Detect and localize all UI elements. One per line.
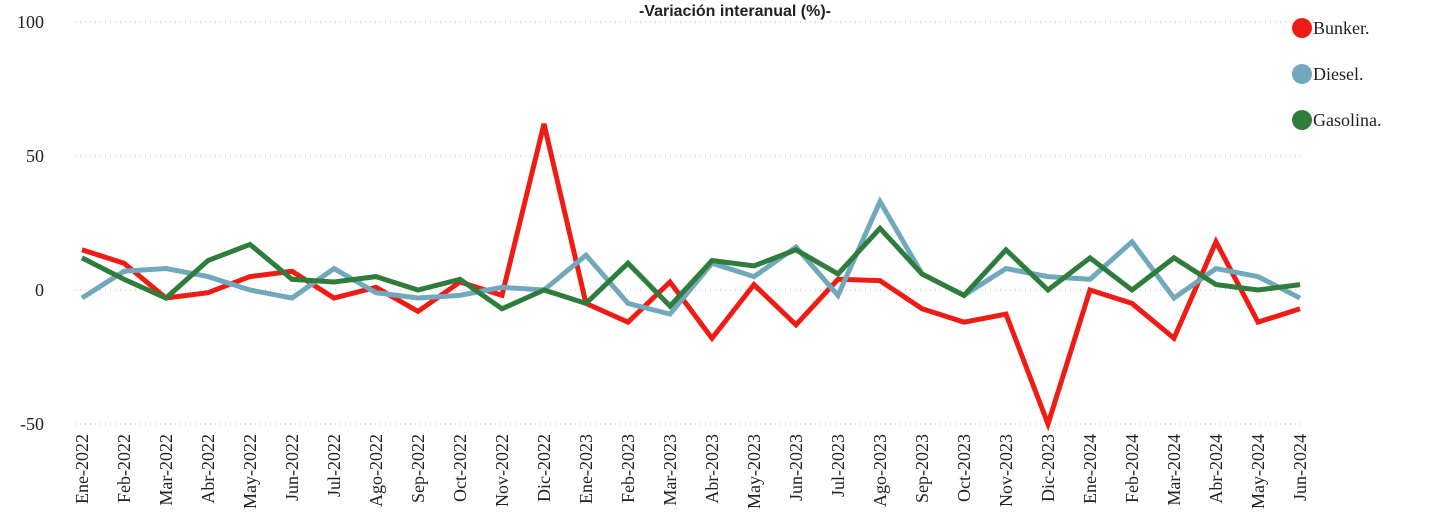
x-tick-label: Dic-2022 bbox=[534, 434, 554, 502]
x-tick-label: Nov-2023 bbox=[996, 434, 1016, 507]
x-tick-label: May-2024 bbox=[1248, 434, 1268, 509]
x-tick-label: Oct-2023 bbox=[954, 434, 974, 502]
x-tick-label: Jun-2024 bbox=[1290, 434, 1310, 501]
legend-marker bbox=[1292, 110, 1312, 130]
chart-title: -Variación interanual (%)- bbox=[639, 3, 831, 20]
x-tick-label: Ago-2023 bbox=[870, 434, 890, 507]
x-tick-label: Ago-2022 bbox=[366, 434, 386, 507]
x-tick-label: Oct-2022 bbox=[450, 434, 470, 502]
line bbox=[81, 123, 1301, 432]
x-tick-label: Jun-2022 bbox=[282, 434, 302, 501]
x-tick-label: May-2022 bbox=[240, 434, 260, 509]
line bbox=[80, 196, 1302, 317]
line bbox=[80, 224, 1301, 312]
y-tick-label: 50 bbox=[26, 146, 44, 166]
x-tick-label: Sep-2022 bbox=[408, 434, 428, 503]
x-tick-label: Jul-2023 bbox=[828, 434, 848, 497]
x-tick-label: May-2023 bbox=[744, 434, 764, 509]
x-tick-label: Feb-2022 bbox=[114, 434, 134, 503]
x-tick-label: Feb-2023 bbox=[618, 434, 638, 503]
x-tick-label: Sep-2023 bbox=[912, 434, 932, 503]
y-tick-label: 100 bbox=[17, 12, 44, 32]
x-tick-label: Mar-2024 bbox=[1164, 434, 1184, 506]
x-tick-label: Feb-2024 bbox=[1122, 434, 1142, 503]
y-tick-label: 0 bbox=[35, 280, 44, 300]
legend-label: Diesel. bbox=[1313, 64, 1363, 84]
x-tick-label: Jul-2022 bbox=[324, 434, 344, 497]
legend-label: Gasolina. bbox=[1313, 110, 1381, 130]
x-tick-label: Mar-2022 bbox=[156, 434, 176, 506]
legend-label: Bunker. bbox=[1313, 18, 1370, 38]
x-tick-label: Jun-2023 bbox=[786, 434, 806, 501]
legend-marker bbox=[1292, 18, 1312, 38]
x-tick-label: Dic-2023 bbox=[1038, 434, 1058, 502]
x-tick-label: Abr-2023 bbox=[702, 434, 722, 504]
x-tick-label: Ene-2022 bbox=[72, 434, 92, 504]
y-tick-label: -50 bbox=[20, 414, 44, 434]
x-tick-label: Abr-2024 bbox=[1206, 434, 1226, 504]
x-tick-label: Abr-2022 bbox=[198, 434, 218, 504]
x-tick-label: Nov-2022 bbox=[492, 434, 512, 507]
legend-marker bbox=[1292, 64, 1312, 84]
x-tick-label: Mar-2023 bbox=[660, 434, 680, 506]
x-tick-label: Ene-2024 bbox=[1080, 434, 1100, 504]
x-tick-label: Ene-2023 bbox=[576, 434, 596, 504]
